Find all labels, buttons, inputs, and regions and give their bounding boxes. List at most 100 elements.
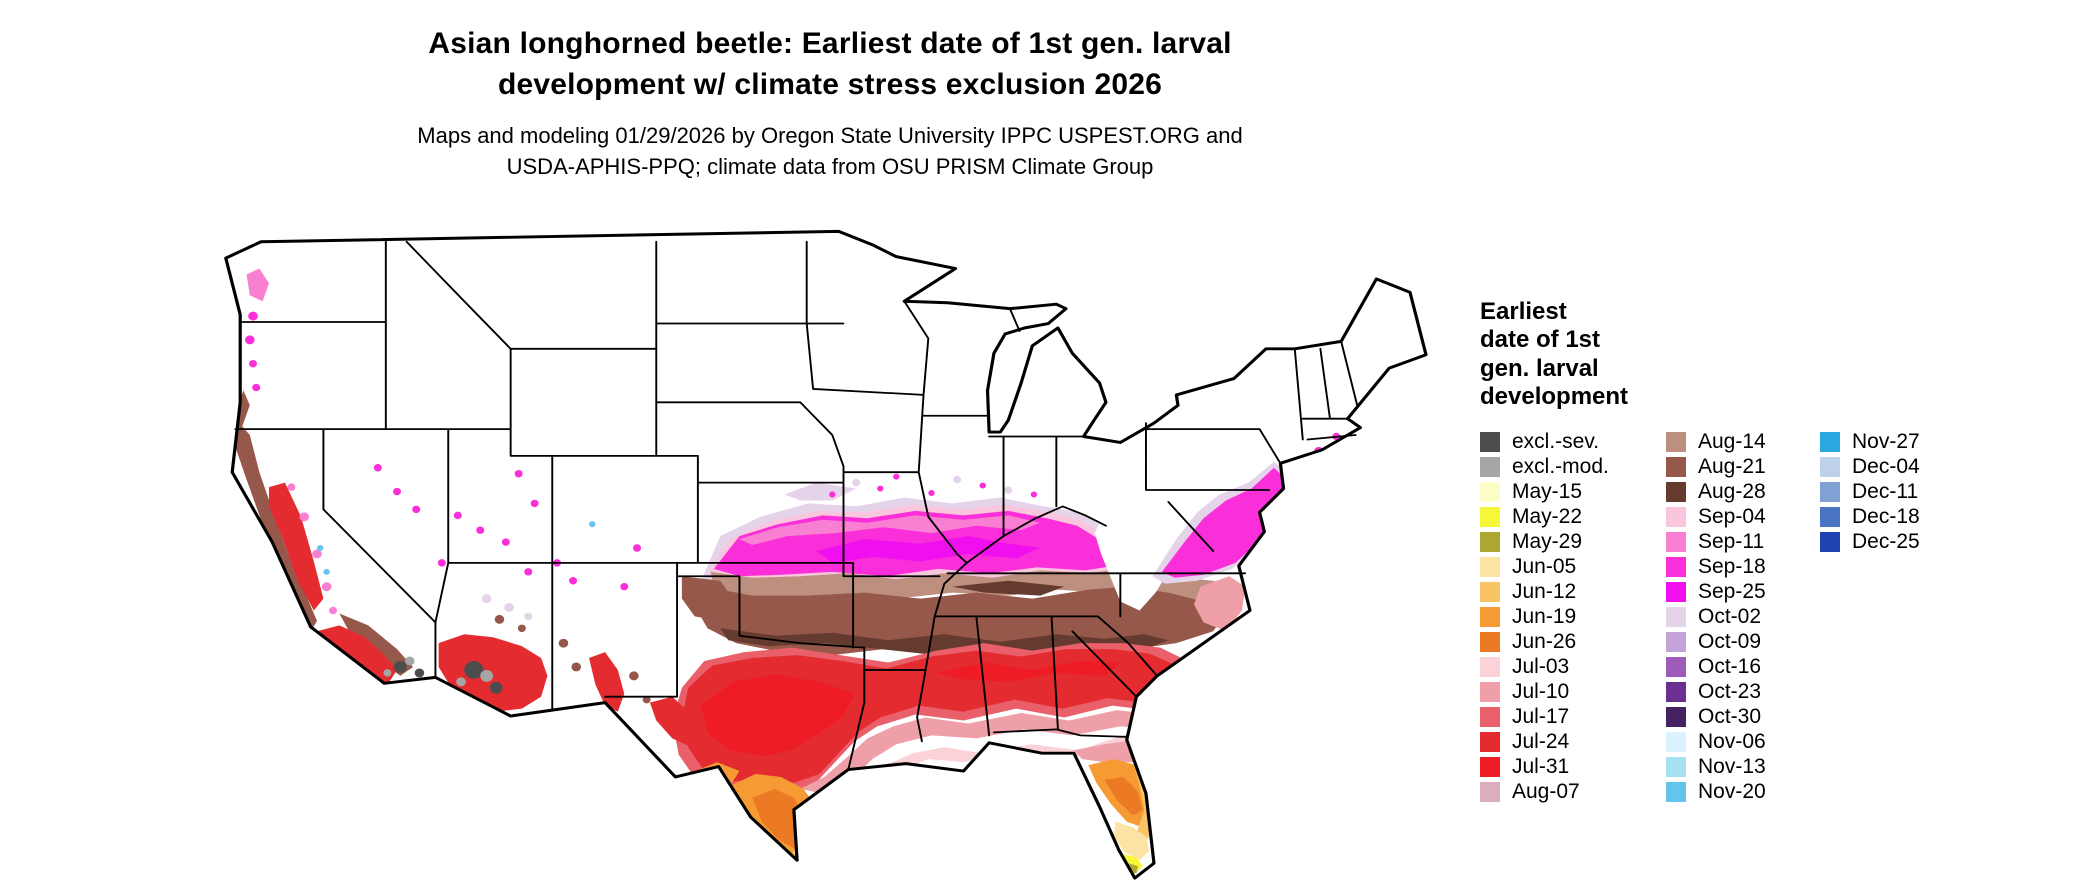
legend-date-label: Dec-25 bbox=[1852, 529, 1920, 553]
legend-color-swatch bbox=[1480, 631, 1500, 652]
page-subtitle: Maps and modeling 01/29/2026 by Oregon S… bbox=[180, 121, 1480, 183]
legend-title: Earliest date of 1st gen. larval develop… bbox=[1480, 298, 1640, 411]
legend-color-swatch bbox=[1480, 606, 1500, 627]
legend-date-label: Aug-28 bbox=[1698, 479, 1766, 503]
legend-color-swatch bbox=[1666, 781, 1686, 802]
legend-date-label: May-15 bbox=[1512, 479, 1583, 503]
legend-date-label: May-29 bbox=[1512, 529, 1583, 553]
legend-date-label: excl.-mod. bbox=[1512, 454, 1609, 478]
legend-color-swatch bbox=[1480, 706, 1500, 727]
legend-color-swatch bbox=[1820, 531, 1840, 552]
legend-color-swatch bbox=[1666, 431, 1686, 452]
legend-color-swatch bbox=[1666, 756, 1686, 777]
legend-color-swatch bbox=[1666, 706, 1686, 727]
legend-column-3: Nov-27 Dec-04 Dec-11 Dec-18 Dec-25 bbox=[1820, 429, 1970, 554]
legend-item: Jul-03 bbox=[1480, 654, 1666, 679]
legend-color-swatch bbox=[1666, 481, 1686, 502]
legend-item: Jun-26 bbox=[1480, 629, 1666, 654]
us-choropleth-map bbox=[205, 215, 1450, 887]
title-block: Asian longhorned beetle: Earliest date o… bbox=[180, 24, 1480, 183]
legend-date-label: excl.-sev. bbox=[1512, 429, 1600, 453]
legend-color-swatch bbox=[1666, 556, 1686, 577]
legend-date-label: Oct-09 bbox=[1698, 629, 1762, 653]
legend-item: Oct-09 bbox=[1666, 629, 1820, 654]
legend-item: Sep-18 bbox=[1666, 554, 1820, 579]
legend-item: excl.-mod. bbox=[1480, 454, 1666, 479]
page-subtitle-line1: Maps and modeling 01/29/2026 by Oregon S… bbox=[417, 123, 1243, 148]
legend-item: May-22 bbox=[1480, 504, 1666, 529]
legend-date-label: Dec-18 bbox=[1852, 504, 1920, 528]
legend-item: Sep-04 bbox=[1666, 504, 1820, 529]
legend-color-swatch bbox=[1820, 456, 1840, 477]
legend-date-label: Aug-07 bbox=[1512, 779, 1580, 803]
legend: Earliest date of 1st gen. larval develop… bbox=[1480, 298, 2100, 804]
legend-item: Dec-25 bbox=[1820, 529, 1970, 554]
legend-color-swatch bbox=[1480, 481, 1500, 502]
legend-item: Sep-25 bbox=[1666, 579, 1820, 604]
legend-item: May-29 bbox=[1480, 529, 1666, 554]
legend-color-swatch bbox=[1666, 456, 1686, 477]
legend-date-label: Sep-18 bbox=[1698, 554, 1766, 578]
legend-color-swatch bbox=[1666, 506, 1686, 527]
state-borders bbox=[234, 240, 1359, 771]
legend-date-label: Jun-12 bbox=[1512, 579, 1577, 603]
legend-date-label: Jul-31 bbox=[1512, 754, 1570, 778]
legend-date-label: Oct-16 bbox=[1698, 654, 1762, 678]
legend-color-swatch bbox=[1820, 506, 1840, 527]
legend-date-label: Dec-04 bbox=[1852, 454, 1920, 478]
legend-item: Jun-05 bbox=[1480, 554, 1666, 579]
legend-title-line: development bbox=[1480, 382, 1629, 410]
legend-color-swatch bbox=[1820, 431, 1840, 452]
legend-item: May-15 bbox=[1480, 479, 1666, 504]
legend-title-line: date of 1st bbox=[1480, 326, 1601, 354]
legend-item: excl.-sev. bbox=[1480, 429, 1666, 454]
legend-color-swatch bbox=[1480, 431, 1500, 452]
legend-item: Aug-07 bbox=[1480, 779, 1666, 804]
legend-color-swatch bbox=[1480, 681, 1500, 702]
legend-color-swatch bbox=[1666, 581, 1686, 602]
page-title-line2: development w/ climate stress exclusion … bbox=[497, 67, 1163, 101]
legend-color-swatch bbox=[1480, 656, 1500, 677]
legend-date-label: Nov-20 bbox=[1698, 779, 1766, 803]
legend-date-label: Aug-21 bbox=[1698, 454, 1766, 478]
legend-color-swatch bbox=[1480, 731, 1500, 752]
legend-date-label: May-22 bbox=[1512, 504, 1583, 528]
legend-date-label: Sep-11 bbox=[1698, 529, 1765, 553]
legend-date-label: Sep-04 bbox=[1698, 504, 1766, 528]
legend-date-label: Oct-30 bbox=[1698, 704, 1762, 728]
legend-item: Oct-23 bbox=[1666, 679, 1820, 704]
legend-date-label: Aug-14 bbox=[1698, 429, 1766, 453]
legend-color-swatch bbox=[1480, 531, 1500, 552]
legend-date-label: Oct-02 bbox=[1698, 604, 1762, 628]
legend-color-swatch bbox=[1480, 506, 1500, 527]
page-subtitle-line2: USDA-APHIS-PPQ; climate data from OSU PR… bbox=[506, 153, 1154, 179]
page-title-line1: Asian longhorned beetle: Earliest date o… bbox=[428, 27, 1232, 60]
legend-item: Oct-02 bbox=[1666, 604, 1820, 629]
legend-date-label: Nov-06 bbox=[1698, 729, 1766, 753]
legend-color-swatch bbox=[1666, 631, 1686, 652]
legend-item: Nov-27 bbox=[1820, 429, 1970, 454]
legend-item: Oct-30 bbox=[1666, 704, 1820, 729]
legend-item: Aug-14 bbox=[1666, 429, 1820, 454]
legend-color-swatch bbox=[1820, 481, 1840, 502]
legend-column-1: excl.-sev. excl.-mod. May-15 May-22 May-29 Ju… bbox=[1480, 429, 1666, 804]
legend-color-swatch bbox=[1480, 581, 1500, 602]
legend-title-line: Earliest bbox=[1480, 298, 1567, 325]
legend-date-label: Dec-11 bbox=[1852, 479, 1919, 503]
us-map-svg bbox=[224, 229, 1428, 880]
legend-item: Jul-31 bbox=[1480, 754, 1666, 779]
legend-item: Nov-06 bbox=[1666, 729, 1820, 754]
legend-item: Jun-12 bbox=[1480, 579, 1666, 604]
legend-date-label: Jul-10 bbox=[1512, 679, 1570, 703]
legend-item: Sep-11 bbox=[1666, 529, 1820, 554]
legend-item: Jul-24 bbox=[1480, 729, 1666, 754]
legend-color-swatch bbox=[1480, 756, 1500, 777]
us-outline bbox=[224, 229, 1428, 880]
page-title: Asian longhorned beetle: Earliest date o… bbox=[180, 24, 1480, 105]
legend-date-label: Jul-17 bbox=[1512, 704, 1570, 728]
legend-item: Dec-18 bbox=[1820, 504, 1970, 529]
legend-color-swatch bbox=[1666, 656, 1686, 677]
legend-date-label: Jun-05 bbox=[1512, 554, 1577, 578]
legend-color-swatch bbox=[1480, 456, 1500, 477]
